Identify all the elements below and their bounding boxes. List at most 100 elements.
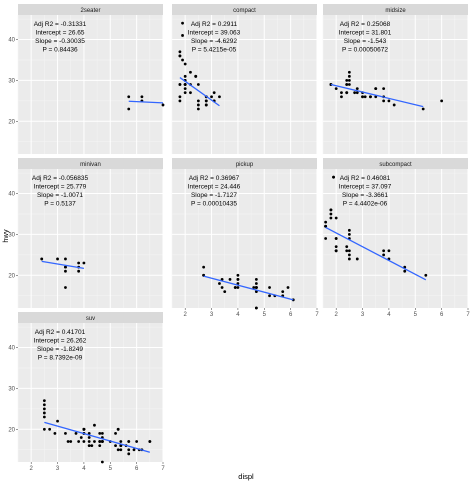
plot-background — [18, 169, 163, 308]
data-point — [334, 249, 338, 253]
data-point — [87, 444, 91, 448]
data-point — [183, 83, 187, 86]
data-point — [382, 99, 386, 103]
data-point — [42, 427, 46, 431]
data-point — [42, 411, 46, 415]
data-point — [329, 212, 333, 216]
data-point — [42, 399, 46, 403]
stat-annotation: Intercept = 26.262 — [34, 338, 87, 345]
data-point — [252, 286, 256, 289]
stat-annotation: Adj R2 = -0.056835 — [32, 175, 89, 182]
stat-annotation: P = 5.4215e-05 — [192, 47, 237, 54]
data-point — [132, 448, 136, 452]
regression-line — [325, 226, 427, 281]
x-tick-label: 4 — [82, 466, 86, 472]
panel-subcompact: subcompact Adj R2 = 0.46081 Intercept = 37… — [322, 158, 470, 318]
data-point — [218, 95, 221, 99]
data-point — [236, 273, 240, 277]
data-point — [64, 265, 67, 269]
regression-line — [128, 100, 164, 104]
y-tick-label: 30 — [8, 232, 15, 238]
data-point — [268, 294, 271, 298]
data-point — [127, 107, 131, 111]
data-point — [254, 282, 258, 285]
stat-annotation: P = 0.00010435 — [191, 201, 237, 208]
y-tick-label: 30 — [8, 78, 15, 84]
stat-annotation: Slope = -4.6292 — [191, 38, 237, 45]
stat-annotation: P = 8.7392e-09 — [38, 355, 83, 362]
data-point — [79, 436, 83, 439]
stat-annotation: Slope = -3.3661 — [342, 192, 388, 199]
stat-annotation: Intercept = 31.801 — [339, 30, 392, 37]
data-point — [334, 87, 338, 90]
facet-strip-label: pickup — [236, 162, 254, 168]
data-point — [334, 245, 338, 249]
data-point — [254, 277, 258, 281]
data-point — [135, 440, 139, 443]
data-point — [48, 427, 52, 431]
data-point — [82, 261, 86, 265]
data-point — [202, 265, 206, 269]
data-point — [355, 91, 359, 95]
data-point — [254, 286, 258, 289]
stat-annotation: Slope = -0.30035 — [35, 38, 85, 45]
plot-background — [18, 323, 163, 462]
data-point — [56, 257, 59, 261]
y-tick-label: 40 — [8, 346, 15, 352]
stat-annotation: Adj R2 = 0.2911 — [191, 21, 238, 28]
data-point — [223, 290, 227, 294]
x-tick-label: 7 — [161, 466, 165, 472]
facet-strip — [172, 4, 317, 15]
data-point — [382, 87, 386, 90]
data-point — [181, 21, 184, 25]
data-point — [220, 277, 224, 281]
stat-annotation: P = 0.84436 — [42, 47, 78, 54]
data-point — [194, 74, 198, 78]
data-point — [127, 95, 131, 99]
data-point — [100, 431, 104, 435]
y-tick-label: 20 — [8, 273, 15, 279]
data-point — [90, 444, 94, 448]
x-tick-label: 2 — [30, 466, 34, 472]
data-point — [114, 444, 117, 448]
facet-strip — [18, 4, 163, 15]
data-point — [281, 290, 285, 294]
data-point — [82, 427, 86, 431]
data-point — [369, 95, 372, 99]
stat-annotation: Adj R2 = 0.46081 — [340, 175, 391, 182]
data-point — [340, 91, 343, 95]
data-point — [347, 249, 351, 253]
data-point — [374, 95, 378, 99]
data-point — [382, 253, 386, 257]
data-point — [236, 286, 240, 289]
stat-annotation: Adj R2 = -0.31331 — [34, 21, 87, 28]
data-point — [254, 290, 258, 294]
stat-annotation: Intercept = 26.65 — [36, 30, 85, 37]
data-point — [77, 269, 81, 273]
x-tick-label: 3 — [56, 466, 60, 472]
x-tick-label: 2 — [184, 312, 188, 318]
x-tick-label: 3 — [361, 312, 365, 318]
data-point — [98, 431, 102, 435]
data-point — [212, 91, 216, 95]
data-point — [228, 277, 232, 281]
data-point — [440, 99, 444, 103]
data-point — [74, 431, 78, 435]
panel-2seater: 2seater Adj R2 = -0.31331 Intercept = 26.6… — [8, 4, 165, 154]
regression-line — [179, 77, 220, 107]
data-point — [329, 208, 333, 212]
data-point — [210, 95, 213, 99]
data-point — [236, 282, 240, 285]
data-point — [114, 431, 117, 435]
x-tick-label: 5 — [109, 466, 113, 472]
data-point — [347, 228, 351, 232]
data-point — [119, 440, 123, 443]
data-point — [119, 444, 123, 448]
data-point — [236, 277, 240, 281]
data-point — [392, 103, 396, 107]
data-point — [181, 58, 184, 62]
data-point — [69, 440, 73, 443]
data-point — [56, 419, 59, 423]
data-point — [178, 50, 182, 54]
data-point — [183, 91, 187, 95]
